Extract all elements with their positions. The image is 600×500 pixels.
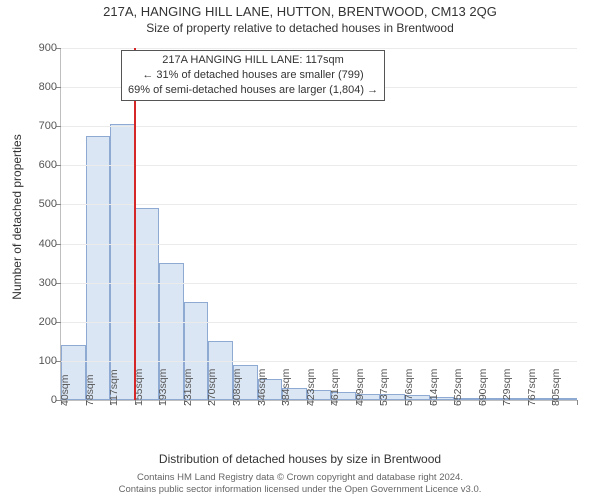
gridline	[61, 126, 577, 127]
xtick-label: 767sqm	[526, 369, 538, 406]
title-address: 217A, HANGING HILL LANE, HUTTON, BRENTWO…	[0, 4, 600, 19]
gridline	[61, 165, 577, 166]
plot-area: 010020030040050060070080090040sqm78sqm11…	[60, 48, 577, 401]
xtick-label: 690sqm	[477, 369, 489, 406]
annotation-box: 217A HANGING HILL LANE: 117sqm← 31% of d…	[121, 50, 385, 101]
ytick-label: 600	[39, 159, 61, 171]
xtick-label: 499sqm	[354, 369, 366, 406]
xtick-label: 652sqm	[452, 369, 464, 406]
xtick-label: 537sqm	[378, 369, 390, 406]
xtick-label: 729sqm	[501, 369, 513, 406]
xtick-mark	[577, 400, 578, 405]
ytick-label: 800	[39, 81, 61, 93]
xtick-label: 270sqm	[206, 369, 218, 406]
footer-line-2: Contains public sector information licen…	[0, 484, 600, 496]
y-axis-label: Number of detached properties	[10, 52, 24, 217]
ytick-label: 700	[39, 120, 61, 132]
xtick-label: 117sqm	[108, 369, 120, 406]
gridline	[61, 283, 577, 284]
highlight-line	[134, 48, 136, 400]
xtick-label: 40sqm	[59, 374, 71, 406]
xtick-label: 614sqm	[428, 369, 440, 406]
footer-attribution: Contains HM Land Registry data © Crown c…	[0, 472, 600, 496]
xtick-label: 346sqm	[256, 369, 268, 406]
x-axis-label: Distribution of detached houses by size …	[0, 452, 600, 466]
annotation-line2: ← 31% of detached houses are smaller (79…	[128, 68, 378, 83]
xtick-label: 461sqm	[329, 369, 341, 406]
xtick-label: 576sqm	[403, 369, 415, 406]
ytick-label: 100	[39, 355, 61, 367]
footer-line-1: Contains HM Land Registry data © Crown c…	[0, 472, 600, 484]
ytick-label: 400	[39, 238, 61, 250]
xtick-label: 423sqm	[305, 369, 317, 406]
gridline	[61, 361, 577, 362]
gridline	[61, 48, 577, 49]
annotation-line1: 217A HANGING HILL LANE: 117sqm	[128, 53, 378, 68]
xtick-label: 805sqm	[550, 369, 562, 406]
ytick-label: 300	[39, 277, 61, 289]
gridline	[61, 322, 577, 323]
xtick-label: 193sqm	[157, 369, 169, 406]
xtick-label: 78sqm	[84, 374, 96, 406]
title-subtitle: Size of property relative to detached ho…	[0, 21, 600, 35]
ytick-label: 900	[39, 42, 61, 54]
bars-layer	[61, 48, 577, 400]
chart-container: 217A, HANGING HILL LANE, HUTTON, BRENTWO…	[0, 0, 600, 500]
ytick-label: 500	[39, 198, 61, 210]
xtick-label: 231sqm	[182, 369, 194, 406]
title-block: 217A, HANGING HILL LANE, HUTTON, BRENTWO…	[0, 4, 600, 35]
gridline	[61, 244, 577, 245]
ytick-label: 200	[39, 316, 61, 328]
annotation-line3: 69% of semi-detached houses are larger (…	[128, 83, 378, 98]
xtick-label: 308sqm	[231, 369, 243, 406]
gridline	[61, 204, 577, 205]
xtick-label: 384sqm	[280, 369, 292, 406]
